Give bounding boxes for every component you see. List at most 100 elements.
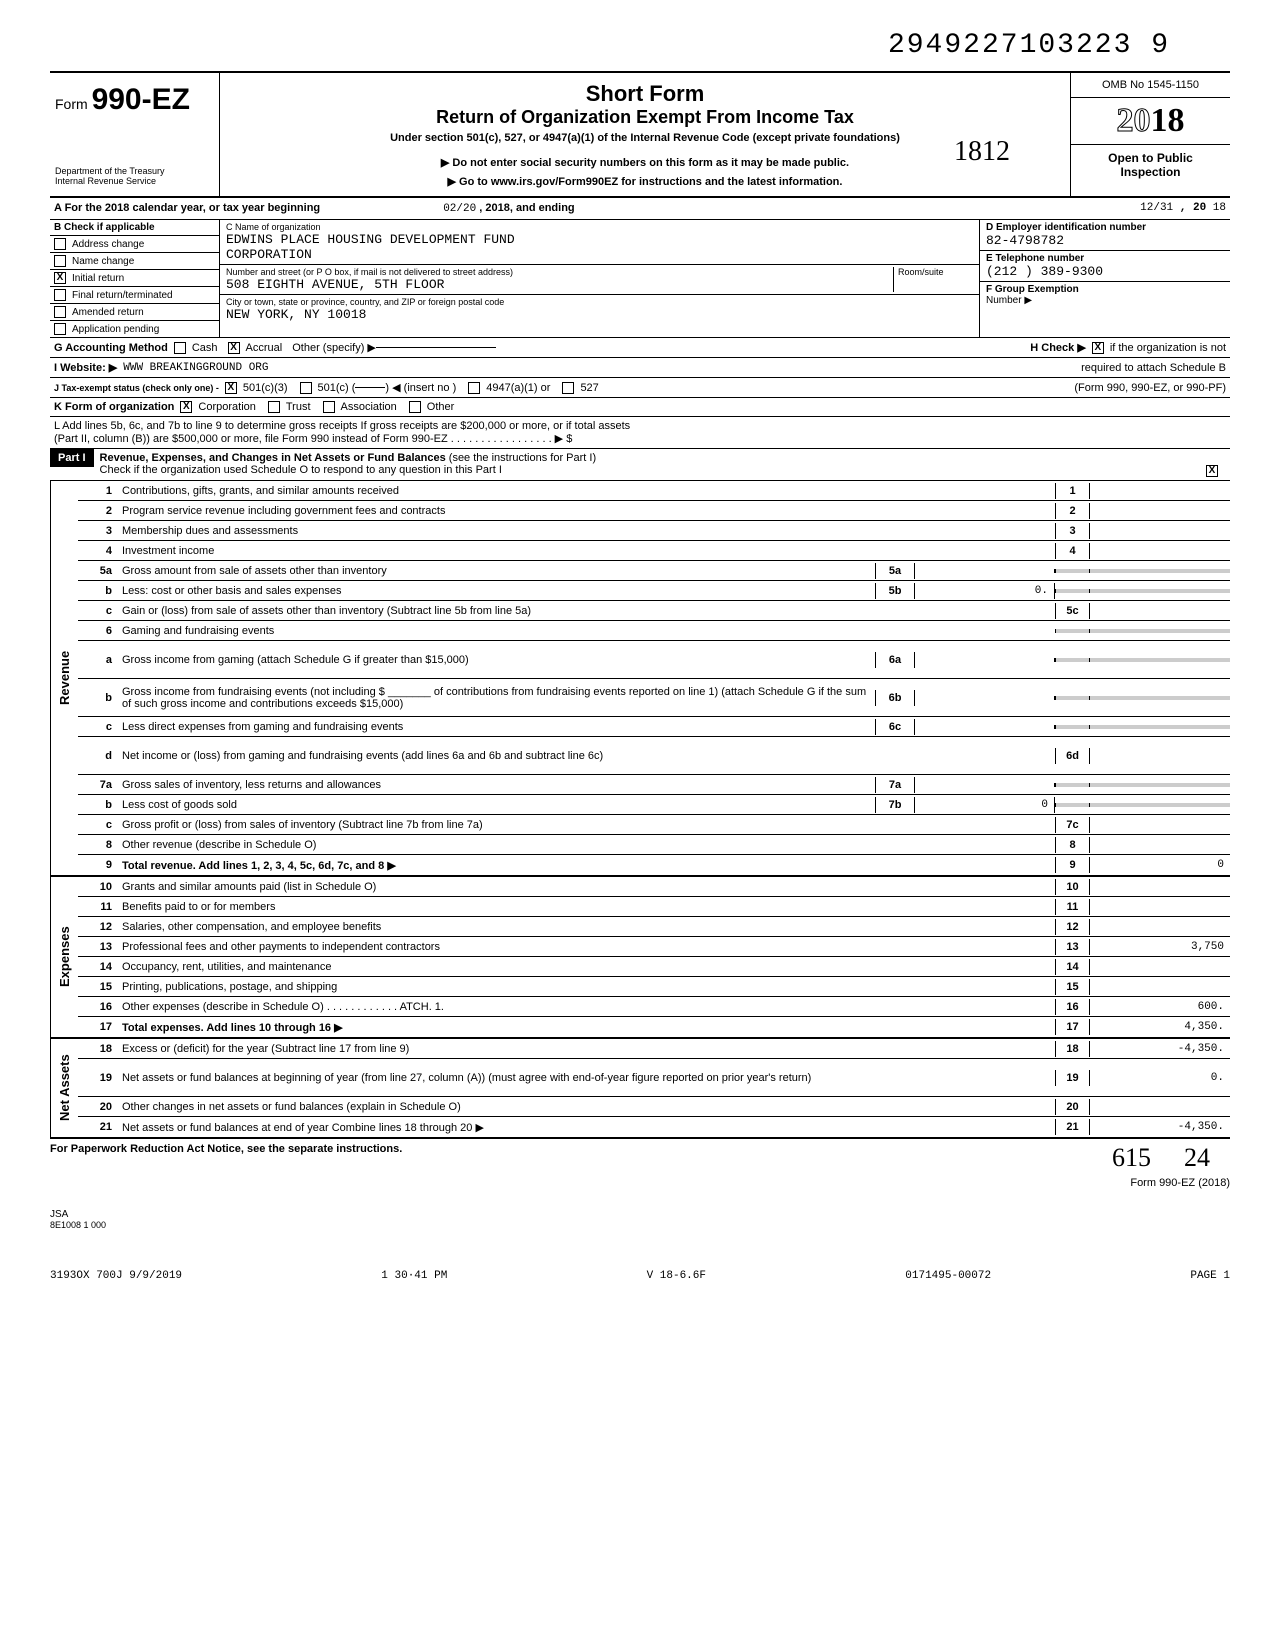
b-checkbox[interactable]	[54, 323, 66, 335]
b-item-label: Final return/terminated	[72, 290, 173, 301]
row-desc: Net assets or fund balances at beginning…	[118, 1070, 1055, 1086]
right-val: -4,350.	[1090, 1041, 1230, 1057]
right-val	[1090, 509, 1230, 513]
row-num: 21	[78, 1119, 118, 1135]
year-suffix: 18	[1151, 102, 1185, 139]
accrual-label: Accrual	[246, 342, 283, 354]
mid-val: 0	[915, 797, 1055, 813]
other-org-checkbox[interactable]	[409, 401, 421, 413]
mid-num: 6b	[875, 690, 915, 706]
row-desc: Occupancy, rent, utilities, and maintena…	[118, 959, 1055, 975]
row-desc: Program service revenue including govern…	[118, 503, 1055, 519]
501c3-checkbox[interactable]: X	[225, 382, 237, 394]
trust-checkbox[interactable]	[268, 401, 280, 413]
data-row: bGross income from fundraising events (n…	[78, 679, 1230, 717]
row-num: b	[78, 690, 118, 706]
section-b-header: B Check if applicable	[50, 220, 219, 235]
open-public-2: Inspection	[1077, 165, 1224, 179]
form-header: Form 990-EZ Department of the Treasury I…	[50, 71, 1230, 198]
room-label: Room/suite	[898, 267, 973, 277]
right-val	[1090, 985, 1230, 989]
row-num: 11	[78, 899, 118, 915]
row-num: 18	[78, 1041, 118, 1057]
data-row: 10Grants and similar amounts paid (list …	[78, 877, 1230, 897]
b-checkbox[interactable]: X	[54, 272, 66, 284]
row-desc: Other revenue (describe in Schedule O)	[118, 837, 1055, 853]
cash-checkbox[interactable]	[174, 342, 186, 354]
assoc-checkbox[interactable]	[323, 401, 335, 413]
b-item-label: Amended return	[72, 307, 144, 318]
col-d: D Employer identification number 82-4798…	[980, 220, 1230, 337]
open-public: Open to Public Inspection	[1071, 145, 1230, 185]
row-num: 12	[78, 919, 118, 935]
row-desc: Membership dues and assessments	[118, 523, 1055, 539]
ein-val: 82-4798782	[986, 233, 1224, 248]
right-num: 16	[1055, 999, 1090, 1015]
row-desc: Other changes in net assets or fund bala…	[118, 1099, 1055, 1115]
omb-number: OMB No 1545-1150	[1071, 73, 1230, 98]
hand-2: 24	[1184, 1143, 1210, 1172]
paperwork-notice: For Paperwork Reduction Act Notice, see …	[50, 1143, 402, 1173]
right-num: 14	[1055, 959, 1090, 975]
other-method-input[interactable]	[376, 347, 496, 348]
row-desc: Gross income from gaming (attach Schedul…	[118, 652, 875, 668]
data-row: 9Total revenue. Add lines 1, 2, 3, 4, 5c…	[78, 855, 1230, 875]
b-checkbox[interactable]	[54, 255, 66, 267]
check-row: Final return/terminated	[50, 286, 219, 303]
4947-checkbox[interactable]	[468, 382, 480, 394]
527-checkbox[interactable]	[562, 382, 574, 394]
row-desc: Total revenue. Add lines 1, 2, 3, 4, 5c,…	[118, 857, 1055, 874]
data-row: 3Membership dues and assessments3	[78, 521, 1230, 541]
right-num: 12	[1055, 919, 1090, 935]
other-org-label: Other	[427, 401, 455, 413]
accrual-checkbox[interactable]: X	[228, 342, 240, 354]
row-desc: Salaries, other compensation, and employ…	[118, 919, 1055, 935]
check-row: X Initial return	[50, 269, 219, 286]
b-checkbox[interactable]	[54, 238, 66, 250]
row-num: 5a	[78, 563, 118, 579]
jsa-code: 8E1008 1 000	[50, 1220, 1230, 1230]
row-num: 20	[78, 1099, 118, 1115]
right-num: 19	[1055, 1070, 1090, 1086]
mid-num: 7a	[875, 777, 915, 793]
street-val: 508 EIGHTH AVENUE, 5TH FLOOR	[226, 277, 893, 292]
tel-val: (212 ) 389-9300	[986, 264, 1224, 279]
b-checkbox[interactable]	[54, 306, 66, 318]
mid-val	[915, 696, 1055, 700]
data-row: 11Benefits paid to or for members11	[78, 897, 1230, 917]
data-row: 16Other expenses (describe in Schedule O…	[78, 997, 1230, 1017]
meta-3: V 18-6.6F	[647, 1270, 706, 1282]
form-number: Form 990-EZ	[55, 83, 214, 117]
meta-5: PAGE 1	[1190, 1270, 1230, 1282]
line-k-label: K Form of organization	[54, 401, 174, 413]
row-num: c	[78, 603, 118, 619]
b-checkbox[interactable]	[54, 289, 66, 301]
mid-val	[915, 569, 1055, 573]
b-item-label: Initial return	[72, 273, 124, 284]
data-row: 18Excess or (deficit) for the year (Subt…	[78, 1039, 1230, 1059]
trust-label: Trust	[286, 401, 311, 413]
data-row: aGross income from gaming (attach Schedu…	[78, 641, 1230, 679]
h-checkbox[interactable]: X	[1092, 342, 1104, 354]
short-form-title: Short Form	[240, 81, 1050, 107]
data-row: 17Total expenses. Add lines 10 through 1…	[78, 1017, 1230, 1037]
right-val: 600.	[1090, 999, 1230, 1015]
mid-num: 7b	[875, 797, 915, 813]
right-num-shaded	[1055, 725, 1090, 729]
return-title: Return of Organization Exempt From Incom…	[240, 107, 1050, 128]
right-num: 5c	[1055, 603, 1090, 619]
right-num: 2	[1055, 503, 1090, 519]
corp-checkbox[interactable]: X	[180, 401, 192, 413]
right-val	[1090, 609, 1230, 613]
part1-checkbox[interactable]: X	[1206, 465, 1218, 477]
right-val-shaded	[1090, 569, 1230, 573]
right-num: 9	[1055, 857, 1090, 873]
row-num: 10	[78, 879, 118, 895]
501c-input[interactable]	[355, 387, 385, 388]
501c-checkbox[interactable]	[300, 382, 312, 394]
title-box: Short Form Return of Organization Exempt…	[220, 73, 1070, 196]
group-label: F Group Exemption	[986, 284, 1079, 295]
tax-year: 2018	[1071, 98, 1230, 145]
right-num-shaded	[1055, 783, 1090, 787]
mid-num: 5b	[875, 583, 915, 599]
